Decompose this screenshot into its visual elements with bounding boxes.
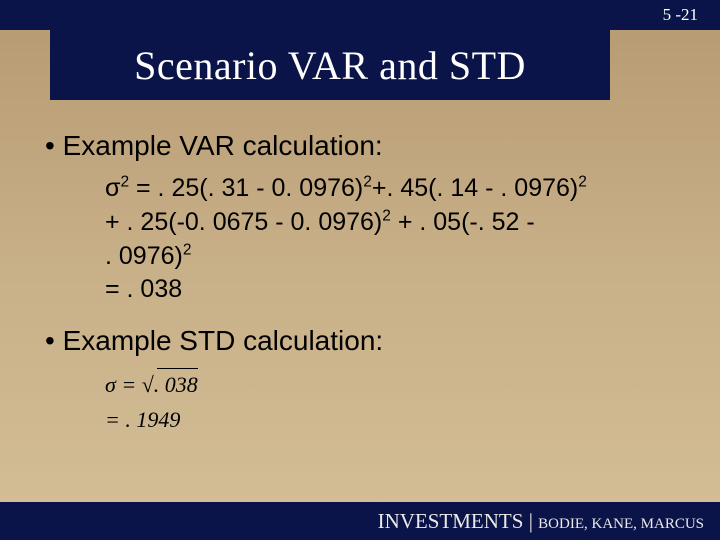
- sigma: σ: [105, 174, 120, 202]
- bullet-var-heading: Example VAR calculation:: [45, 130, 680, 162]
- var-l1c: +. 45(. 14 - . 0976): [372, 174, 578, 202]
- footer-bar: INVESTMENTS | BODIE, KANE, MARCUS: [0, 502, 720, 540]
- var-l2b: + . 05(-. 52 -: [391, 208, 535, 236]
- var-line1: σ2 = . 25(. 31 - 0. 0976)2+. 45(. 14 - .…: [105, 172, 680, 206]
- sup-2: 2: [578, 174, 587, 191]
- title-banner: Scenario VAR and STD: [50, 30, 610, 100]
- var-line4: = . 038: [105, 273, 680, 307]
- page-number: 5 -21: [663, 5, 698, 25]
- sup-2: 2: [183, 241, 192, 258]
- var-line3: . 0976)2: [105, 240, 680, 274]
- slide: 5 -21 Scenario VAR and STD Example VAR c…: [0, 0, 720, 540]
- sqrt-icon: √: [142, 372, 154, 397]
- sup-2: 2: [382, 207, 391, 224]
- sup-2: 2: [120, 174, 129, 191]
- sqrt-expression: √. 038: [142, 367, 198, 402]
- bullet-std-heading: Example STD calculation:: [45, 325, 680, 357]
- std-line1: σ = √. 038: [105, 367, 680, 402]
- slide-title: Scenario VAR and STD: [134, 42, 526, 89]
- var-calc-block: σ2 = . 25(. 31 - 0. 0976)2+. 45(. 14 - .…: [105, 172, 680, 307]
- std-line2: = . 1949: [105, 402, 680, 437]
- var-line2: + . 25(-0. 0675 - 0. 0976)2 + . 05(-. 52…: [105, 206, 680, 240]
- top-bar: 5 -21: [0, 0, 720, 30]
- body-content: Example VAR calculation: σ2 = . 25(. 31 …: [45, 130, 680, 437]
- sigma-sym: σ: [105, 372, 116, 397]
- var-l3a: . 0976): [105, 242, 183, 270]
- sup-2: 2: [363, 174, 372, 191]
- footer-sep: |: [529, 509, 538, 533]
- var-l2a: + . 25(-0. 0675 - 0. 0976): [105, 208, 382, 236]
- radicand: . 038: [154, 372, 198, 397]
- eq: =: [121, 372, 141, 397]
- var-l1b: = . 25(. 31 - 0. 0976): [129, 174, 363, 202]
- footer-authors: BODIE, KANE, MARCUS: [538, 516, 704, 532]
- footer-main: INVESTMENTS: [378, 509, 529, 533]
- std-calc-block: σ = √. 038 = . 1949: [105, 367, 680, 437]
- footer-text: INVESTMENTS | BODIE, KANE, MARCUS: [378, 509, 704, 534]
